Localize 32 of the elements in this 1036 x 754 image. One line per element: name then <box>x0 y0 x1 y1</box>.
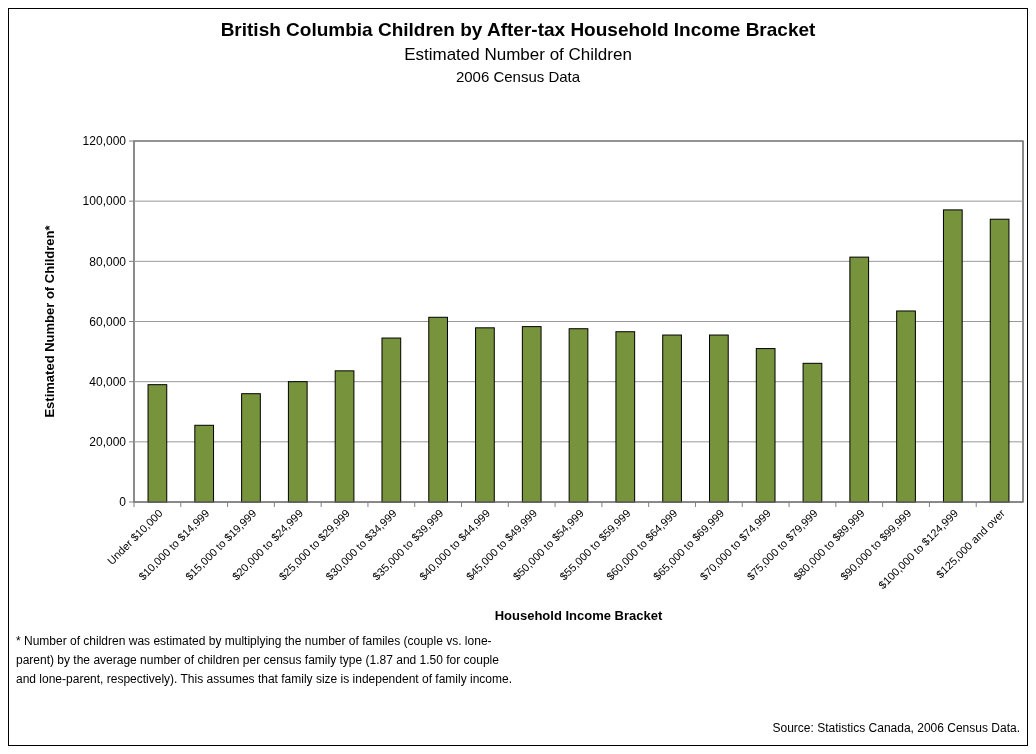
y-tick-label: 40,000 <box>89 374 127 389</box>
bar <box>755 348 776 503</box>
y-tick-label: 60,000 <box>89 314 127 329</box>
bar <box>989 218 1010 503</box>
bar <box>802 362 823 503</box>
x-axis-title: Household Income Bracket <box>494 608 663 623</box>
bar <box>147 384 168 503</box>
bar <box>849 256 870 503</box>
bar <box>568 328 589 503</box>
bar <box>709 334 729 503</box>
bar <box>334 370 355 503</box>
bar <box>521 326 542 503</box>
bar <box>194 424 215 503</box>
bar <box>942 209 963 503</box>
bar <box>896 310 916 503</box>
y-tick-label: 0 <box>119 495 127 510</box>
bar <box>475 327 495 503</box>
bar <box>662 334 682 503</box>
y-tick-label: 100,000 <box>82 194 127 209</box>
chart-subtitle: Estimated Number of Children 2006 Census Data <box>404 45 632 85</box>
source-note: Source: Statistics Canada, 2006 Census Data. <box>772 721 1020 735</box>
bar <box>428 316 448 503</box>
text: * Number of children was estimated by multiplying the number of familes (couple vs. lone- parent) by the average number of children per census family type (1.87 and 1.50 for couple and lone-parent, respectively). This assumes that family size is independent of family income. <box>16 634 513 686</box>
bar <box>381 337 402 503</box>
y-tick-label: 120,000 <box>82 134 127 149</box>
y-tick-label: 20,000 <box>89 435 127 450</box>
bar <box>615 331 636 503</box>
bar <box>287 381 308 503</box>
y-axis-title: Estimated Number of Children* <box>42 224 57 418</box>
y-tick-label: 80,000 <box>89 254 127 269</box>
chart-title: British Columbia Children by After-tax Household Income Bracket <box>220 19 817 40</box>
bar <box>241 393 261 503</box>
